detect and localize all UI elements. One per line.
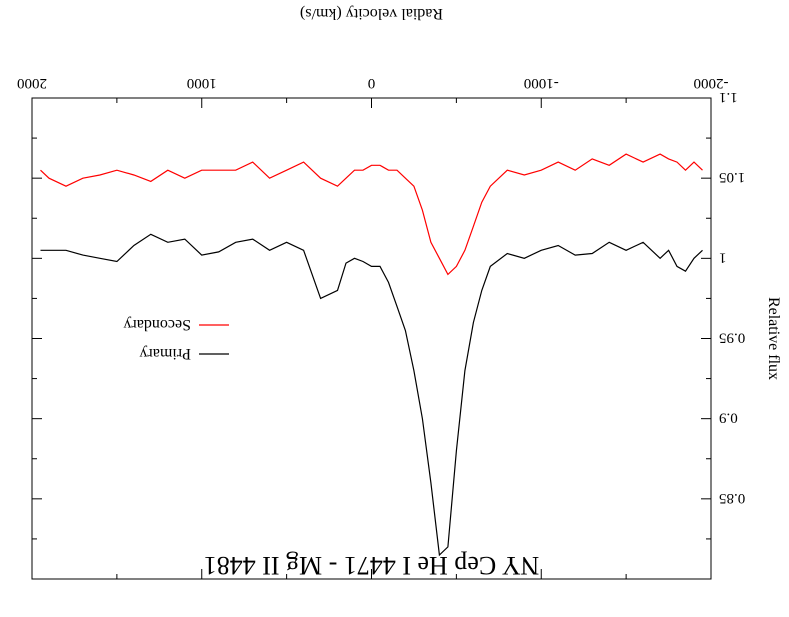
x-tick-label: -2000 [694, 75, 729, 91]
x-tick-label: 2000 [17, 75, 47, 91]
x-tick-label: -1000 [524, 75, 559, 91]
y-tick-label: 0.85 [719, 490, 745, 506]
legend-label: Secondary [123, 316, 191, 333]
x-tick-label: 0 [368, 75, 376, 91]
y-tick-label: 1 [719, 249, 727, 265]
y-axis-ticks: 0.85 0.9 0.95 1 1.05 1.1 [32, 89, 745, 540]
legend-label: Primary [139, 345, 191, 362]
x-axis-ticks: -2000 -1000 0 1000 2000 [17, 75, 729, 579]
y-tick-label: 1.1 [719, 89, 738, 105]
y-tick-label: 0.95 [719, 330, 745, 346]
y-axis-label: Relative flux [765, 297, 782, 380]
y-tick-label: 1.05 [719, 169, 745, 185]
plot-frame [31, 97, 712, 580]
x-axis-label: Radial velocity (km/s) [300, 5, 443, 22]
series-line-secondary [40, 153, 703, 276]
x-tick-label: 1000 [187, 75, 217, 91]
series-layer [40, 153, 703, 557]
y-tick-label: 0.9 [719, 410, 738, 426]
legend: Primary Secondary [123, 316, 229, 362]
series-line-primary [40, 233, 703, 557]
